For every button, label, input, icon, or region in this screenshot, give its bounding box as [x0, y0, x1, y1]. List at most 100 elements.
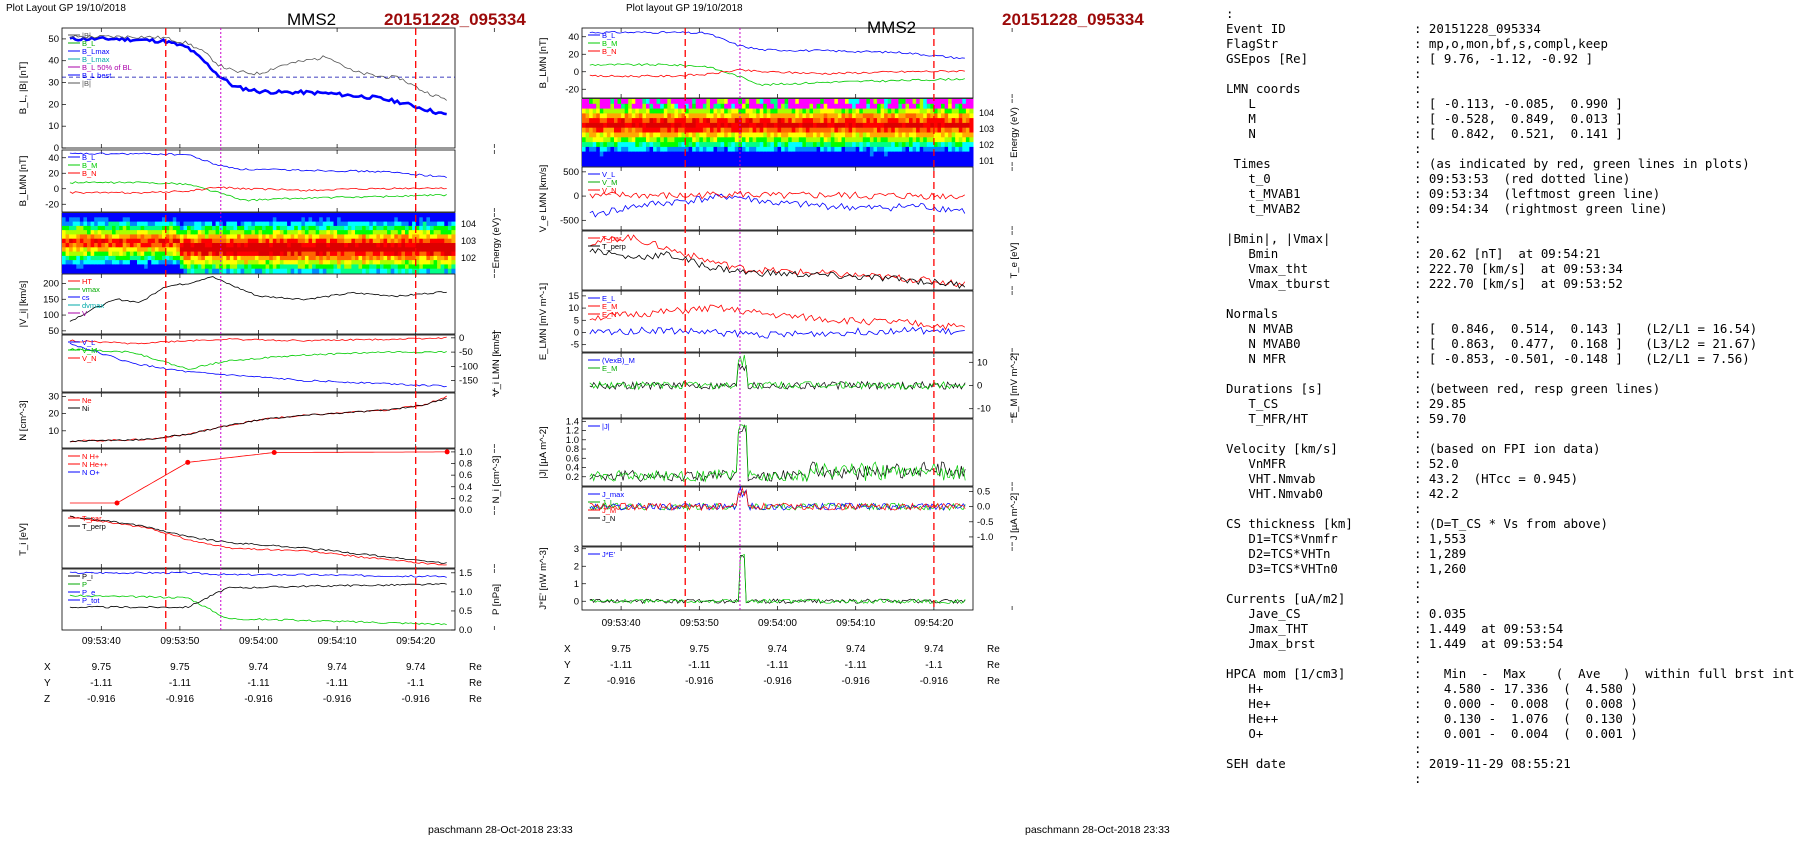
spectrogram-cell — [905, 137, 910, 143]
spectrogram-cell — [162, 268, 167, 274]
spectrogram-cell — [133, 217, 138, 223]
spectrogram-cell — [912, 161, 917, 167]
spectrogram-cell — [308, 234, 313, 240]
spectrogram-cell — [763, 103, 768, 110]
spectrogram-cell — [319, 213, 324, 218]
spectrogram-cell — [247, 230, 252, 235]
spectrogram-cell — [624, 127, 629, 133]
summary-value: : 20151228_095334 — [1414, 21, 1541, 36]
spectrogram-cell — [183, 247, 188, 253]
series-line — [69, 395, 447, 443]
spectrogram-cell — [362, 221, 367, 227]
spectrogram-cell — [841, 122, 846, 129]
spectrogram-cell — [229, 221, 234, 227]
spectrogram-cell — [294, 264, 299, 270]
spectrogram-cell — [688, 161, 693, 167]
y-tick-label: 10 — [977, 357, 988, 368]
spectrogram-cell — [233, 264, 238, 270]
spectrogram-cell — [745, 127, 750, 133]
spectrogram-cell — [873, 103, 878, 110]
spectrogram-cell — [176, 268, 181, 274]
spectrogram-cell — [115, 221, 120, 227]
spectrogram-cell — [592, 99, 597, 105]
spectrogram-cell — [638, 151, 643, 157]
spectrogram-cell — [596, 118, 601, 124]
spectrogram-cell — [269, 234, 274, 240]
spectrogram-cell — [412, 225, 417, 231]
spectrogram-cell — [862, 161, 867, 167]
spectrogram-cell — [351, 243, 356, 248]
spectrogram-cell — [312, 243, 317, 248]
spectrogram-cell — [229, 217, 234, 223]
spectrogram-cell — [79, 230, 84, 235]
spectrogram-cell — [83, 260, 88, 265]
spectrogram-cell — [244, 217, 249, 223]
spectrogram-cell — [866, 146, 871, 153]
summary-row: t_MVAB1: 09:53:34 (leftmost green line) — [1226, 186, 1796, 201]
spectrogram-cell — [304, 230, 309, 235]
spectrogram-cell — [798, 151, 803, 157]
spectrogram-cell — [355, 260, 360, 265]
spectrogram-cell — [422, 251, 427, 257]
spectrogram-cell — [272, 268, 277, 274]
spectrogram-cell — [137, 238, 142, 244]
spectrogram-cell — [87, 251, 92, 257]
spectrogram-cell — [226, 260, 231, 265]
spectrogram-cell — [621, 156, 626, 162]
spectrogram-cell — [941, 151, 946, 157]
spectrogram-cell — [916, 103, 921, 110]
spectrogram-cell — [624, 161, 629, 167]
spectrogram-cell — [290, 225, 295, 231]
spectrogram-cell — [265, 255, 270, 261]
summary-row: He+: 0.000 - 0.008 ( 0.008 ) — [1226, 696, 1796, 711]
summary-key: VHT.Nmvab0 — [1226, 486, 1323, 501]
spectrogram-cell — [656, 113, 661, 119]
spectrogram-cell — [592, 151, 597, 157]
spectrogram-cell — [244, 230, 249, 235]
spectrogram-cell — [405, 247, 410, 253]
summary-value: : 29.85 — [1414, 396, 1467, 411]
y-axis-label: Energy (eV) — [1009, 107, 1020, 158]
summary-row: : — [1226, 291, 1796, 306]
spectrogram-cell — [65, 213, 70, 218]
summary-row: LMN coords: — [1226, 81, 1796, 96]
spectrogram-cell — [358, 238, 363, 244]
spectrogram-cell — [781, 132, 786, 138]
spectrogram-cell — [319, 255, 324, 261]
spectrogram-cell — [891, 127, 896, 133]
spectrogram-cell — [226, 255, 231, 261]
spectrogram-cell — [727, 113, 732, 119]
spectrogram-cell — [848, 122, 853, 129]
spectrogram-cell — [837, 108, 842, 114]
spectrogram-cell — [731, 108, 736, 114]
spectrogram-cell — [387, 230, 392, 235]
spectrogram-cell — [437, 221, 442, 227]
spectrogram-cell — [254, 247, 259, 253]
spectrogram-cell — [372, 217, 377, 223]
spectrogram-cell — [631, 156, 636, 162]
spectrogram-cell — [702, 142, 707, 148]
spectrogram-cell — [401, 234, 406, 240]
spectrogram-cell — [685, 156, 690, 162]
spectrogram-cell — [362, 251, 367, 257]
spectrogram-cell — [869, 156, 874, 162]
y-tick-label: -100 — [459, 361, 478, 372]
spectrogram-cell — [187, 238, 192, 244]
spectrogram-cell — [69, 230, 74, 235]
spectrogram-cell — [154, 255, 159, 261]
y-tick-label: 40 — [48, 153, 59, 164]
spectrogram-cell — [444, 268, 449, 274]
spectrogram-cell — [660, 156, 665, 162]
spectrogram-cell — [76, 255, 81, 261]
spectrogram-cell — [337, 247, 342, 253]
spectrogram-cell — [451, 234, 456, 240]
spectrogram-cell — [742, 113, 747, 119]
spectrogram-cell — [798, 103, 803, 110]
spectrogram-cell — [262, 230, 267, 235]
spectrogram-cell — [745, 151, 750, 157]
spectrogram-cell — [763, 113, 768, 119]
spectrogram-cell — [72, 213, 77, 218]
spectrogram-cell — [312, 217, 317, 223]
spectrogram-cell — [823, 151, 828, 157]
y-tick-label: 15 — [568, 291, 579, 302]
